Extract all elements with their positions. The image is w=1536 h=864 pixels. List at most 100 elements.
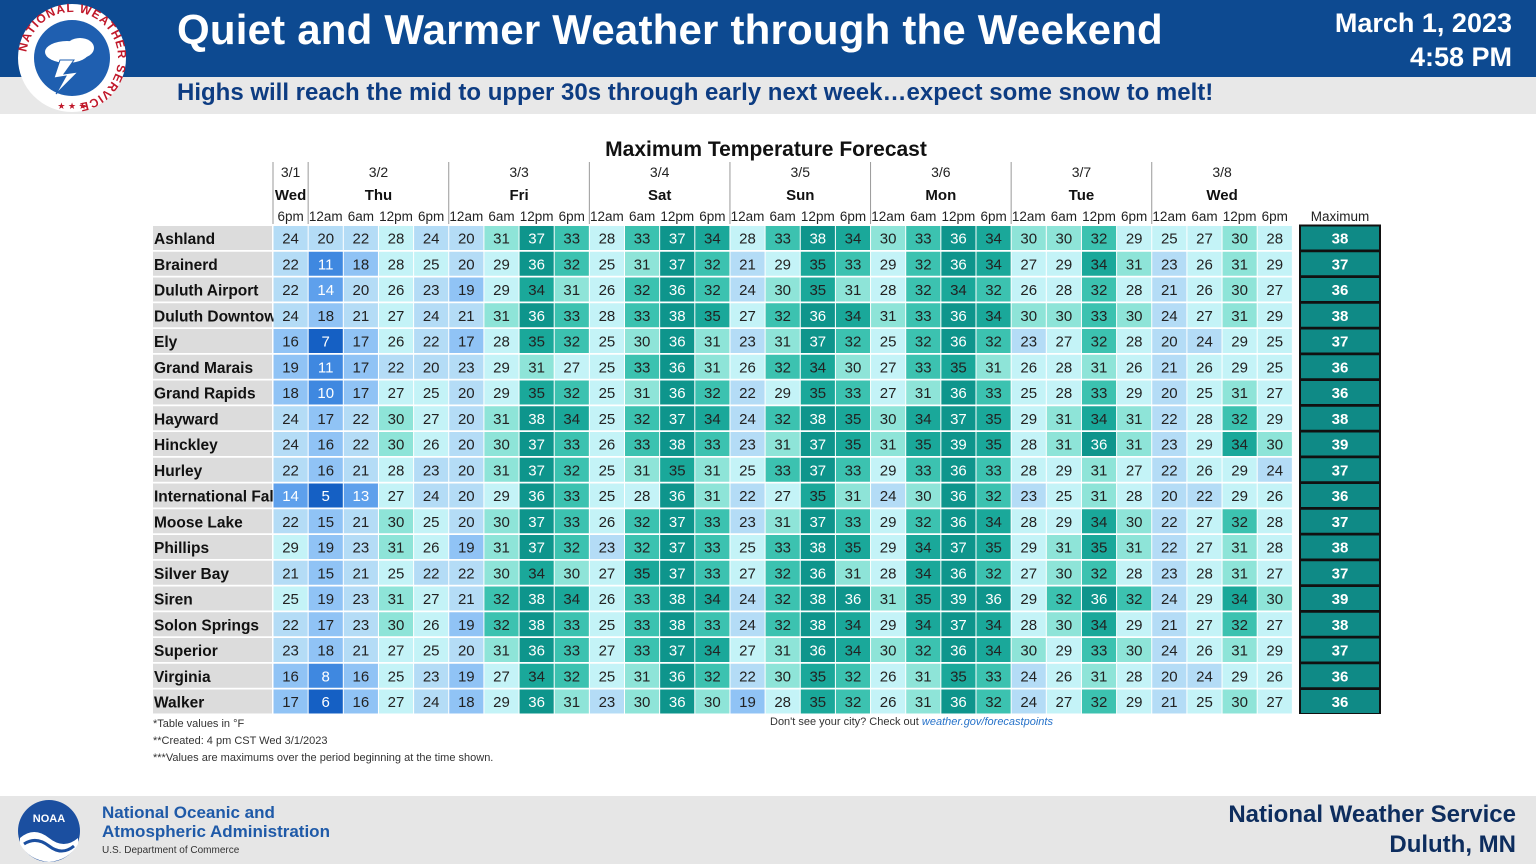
- period-label: 12am: [1152, 209, 1186, 224]
- temp-value: 36: [809, 643, 826, 660]
- temp-value: 36: [950, 334, 967, 351]
- temp-value: 31: [634, 385, 651, 402]
- max-cell: [1299, 482, 1381, 509]
- temp-cell: [625, 432, 660, 456]
- temp-value: 31: [915, 385, 932, 402]
- temp-value: 30: [1231, 694, 1248, 711]
- temp-value: 22: [282, 256, 299, 273]
- forecast-points-link[interactable]: weather.gov/forecastpoints: [921, 716, 1053, 728]
- temp-value: 35: [809, 385, 826, 402]
- temp-value: 34: [845, 308, 862, 325]
- temp-cell: [660, 406, 695, 431]
- temp-value: 31: [880, 308, 897, 325]
- temp-cell: [1187, 586, 1222, 611]
- temp-value: 28: [1056, 385, 1073, 402]
- temp-cell: [308, 354, 343, 379]
- temp-cell: [1011, 509, 1046, 534]
- row-label-bg: [153, 329, 272, 353]
- temp-cell: [906, 509, 941, 534]
- temp-cell: [1117, 251, 1152, 276]
- temp-cell: [765, 406, 800, 431]
- temp-value: 29: [774, 385, 791, 402]
- temp-cell: [1222, 509, 1257, 534]
- temp-cell: [1081, 277, 1117, 302]
- temp-cell: [871, 560, 906, 585]
- temp-cell: [976, 586, 1011, 611]
- temp-cell: [1117, 380, 1152, 405]
- temp-cell: [906, 586, 941, 611]
- temp-cell: [695, 457, 730, 482]
- temp-value: 30: [880, 411, 897, 428]
- temp-value: 32: [845, 694, 862, 711]
- temp-cell: [976, 226, 1011, 250]
- temp-value: 31: [1231, 256, 1248, 273]
- temp-value: 23: [599, 540, 616, 557]
- temp-cell: [1222, 638, 1257, 662]
- temp-cell: [1081, 432, 1117, 456]
- temp-value: 36: [669, 668, 686, 685]
- temp-cell: [800, 689, 835, 714]
- temp-value: 32: [563, 668, 580, 685]
- temp-cell: [308, 612, 343, 637]
- temp-cell: [1011, 380, 1046, 405]
- temp-value: 34: [985, 643, 1002, 660]
- temp-value: 31: [915, 668, 932, 685]
- temp-cell: [941, 251, 976, 276]
- max-value: 37: [1332, 462, 1349, 479]
- temp-cell: [695, 689, 730, 714]
- temp-value: 31: [1231, 565, 1248, 582]
- temp-cell: [660, 586, 695, 611]
- temp-value: 31: [493, 231, 510, 248]
- temp-value: 31: [915, 694, 932, 711]
- temp-value: 35: [809, 488, 826, 505]
- temp-cell: [343, 251, 378, 276]
- temp-cell: [519, 560, 554, 585]
- temp-cell: [835, 586, 871, 611]
- temp-value: 27: [388, 385, 405, 402]
- temp-cell: [378, 226, 414, 250]
- temp-cell: [1117, 663, 1152, 688]
- temp-value: 17: [353, 359, 370, 376]
- temp-cell: [730, 303, 765, 328]
- temp-cell: [1011, 406, 1046, 431]
- temp-value: 33: [563, 643, 580, 660]
- max-value: 36: [1332, 488, 1349, 505]
- temp-value: 26: [1196, 359, 1213, 376]
- temp-value: 29: [1056, 643, 1073, 660]
- temp-value: 16: [317, 462, 334, 479]
- temp-value: 31: [634, 462, 651, 479]
- row-label-bg: [153, 457, 272, 482]
- temp-cell: [695, 354, 730, 379]
- temp-value: 32: [985, 282, 1002, 299]
- temp-cell: [660, 638, 695, 662]
- temp-value: 22: [1161, 411, 1178, 428]
- day-name-label: Sat: [648, 187, 671, 204]
- temp-value: 27: [423, 591, 440, 608]
- temp-cell: [414, 663, 449, 688]
- temp-value: 26: [1126, 359, 1143, 376]
- temp-cell: [519, 535, 554, 559]
- temp-cell: [554, 560, 589, 585]
- period-label: 6pm: [418, 209, 444, 224]
- temp-cell: [871, 689, 906, 714]
- temp-cell: [976, 689, 1011, 714]
- temp-value: 32: [1056, 591, 1073, 608]
- temp-cell: [695, 329, 730, 353]
- temp-cell: [1152, 612, 1187, 637]
- temp-value: 30: [1056, 565, 1073, 582]
- temp-cell: [976, 432, 1011, 456]
- temp-value: 32: [915, 334, 932, 351]
- temp-value: 22: [739, 488, 756, 505]
- temp-cell: [906, 663, 941, 688]
- temp-cell: [1117, 483, 1152, 508]
- period-label: 12pm: [801, 209, 835, 224]
- temp-cell: [625, 560, 660, 585]
- temp-value: 20: [458, 256, 475, 273]
- temp-value: 27: [774, 488, 791, 505]
- temp-cell: [589, 277, 624, 302]
- temp-value: 30: [774, 282, 791, 299]
- temp-cell: [1187, 689, 1222, 714]
- temp-value: 32: [634, 411, 651, 428]
- temp-value: 25: [282, 591, 299, 608]
- temp-value: 22: [353, 437, 370, 454]
